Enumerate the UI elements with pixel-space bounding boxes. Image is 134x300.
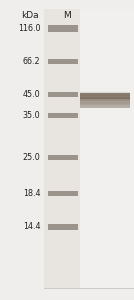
Text: 18.4: 18.4 [23,189,40,198]
Bar [80,9,134,288]
Bar [80,103,130,105]
Bar [80,94,130,95]
Bar [80,93,130,95]
Bar [80,91,130,92]
Bar [80,105,130,106]
Text: 116.0: 116.0 [18,24,40,33]
Bar [80,98,130,108]
Bar [80,92,130,94]
Bar [80,92,130,93]
Bar [44,9,80,288]
Text: 45.0: 45.0 [23,90,40,99]
Text: 66.2: 66.2 [23,57,40,66]
Bar [80,98,130,99]
Bar [80,95,130,96]
Bar [80,101,130,103]
Bar [44,9,134,288]
Bar [80,99,130,100]
Bar [80,100,130,101]
Bar [80,106,130,107]
Bar [48,59,78,64]
Bar [80,102,130,104]
Bar [48,113,78,118]
Text: 25.0: 25.0 [23,153,40,162]
Bar [80,101,130,102]
Bar [48,25,78,32]
Bar [48,224,78,230]
Bar [80,106,130,108]
Text: 35.0: 35.0 [23,111,40,120]
Bar [80,97,130,98]
Bar [48,155,78,160]
Bar [48,191,78,196]
Bar [48,92,78,97]
Text: 14.4: 14.4 [23,222,40,231]
Text: M: M [63,11,71,20]
Bar [80,98,130,100]
Bar [80,93,130,99]
Bar [80,104,130,106]
Bar [80,96,130,97]
Text: kDa: kDa [21,11,38,20]
